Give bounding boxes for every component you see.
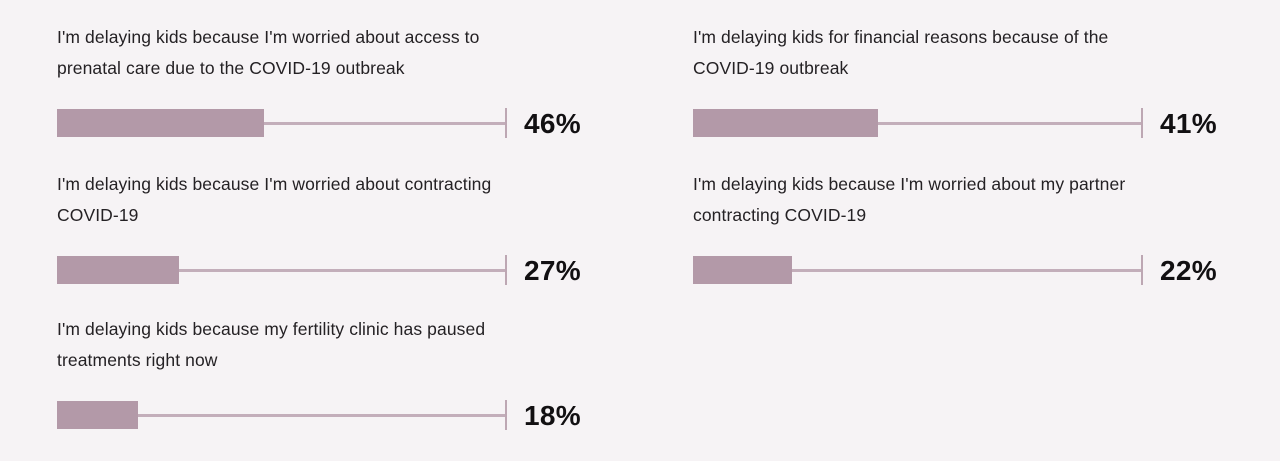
bar-value-label: 46% bbox=[524, 108, 581, 139]
axis-end-tick bbox=[505, 108, 507, 138]
bar-fill bbox=[693, 256, 792, 284]
bar-fill bbox=[57, 109, 264, 137]
axis-end-tick bbox=[505, 400, 507, 430]
bar-label: I'm delaying kids because my fertility c… bbox=[57, 319, 486, 370]
bar-track bbox=[693, 108, 1143, 138]
axis-end-tick bbox=[1141, 255, 1143, 285]
bar-track bbox=[57, 255, 507, 285]
bar-label: I'm delaying kids because I'm worried ab… bbox=[57, 27, 480, 78]
axis-end-tick bbox=[505, 255, 507, 285]
bar-item-financial-reasons: I'm delaying kids for financial reasons … bbox=[693, 22, 1273, 139]
bar-fill bbox=[693, 109, 878, 137]
bar-value-label: 27% bbox=[524, 255, 581, 286]
bar-row: 18% bbox=[57, 399, 637, 431]
bar-label: I'm delaying kids because I'm worried ab… bbox=[693, 174, 1126, 225]
bar-row: 22% bbox=[693, 254, 1273, 286]
bar-fill bbox=[57, 256, 179, 284]
bar-value-label: 41% bbox=[1160, 108, 1217, 139]
axis-rule-line bbox=[693, 268, 1143, 272]
bar-row: 46% bbox=[57, 107, 637, 139]
axis-rule-line bbox=[693, 121, 1143, 125]
bar-label: I'm delaying kids for financial reasons … bbox=[693, 27, 1109, 78]
axis-rule-line bbox=[57, 413, 507, 417]
bar-row: 27% bbox=[57, 254, 637, 286]
axis-rule-line bbox=[57, 121, 507, 125]
axis-end-tick bbox=[1141, 108, 1143, 138]
bar-item-partner-contracting: I'm delaying kids because I'm worried ab… bbox=[693, 169, 1273, 286]
bar-track bbox=[57, 108, 507, 138]
bar-item-fertility-clinic: I'm delaying kids because my fertility c… bbox=[57, 314, 637, 431]
bar-row: 41% bbox=[693, 107, 1273, 139]
bar-item-prenatal-care: I'm delaying kids because I'm worried ab… bbox=[57, 22, 637, 139]
bar-value-label: 22% bbox=[1160, 255, 1217, 286]
bar-item-contracting-covid: I'm delaying kids because I'm worried ab… bbox=[57, 169, 637, 286]
bar-value-label: 18% bbox=[524, 400, 581, 431]
bar-track bbox=[57, 400, 507, 430]
axis-rule-line bbox=[57, 268, 507, 272]
bar-label: I'm delaying kids because I'm worried ab… bbox=[57, 174, 492, 225]
bar-track bbox=[693, 255, 1143, 285]
bar-fill bbox=[57, 401, 138, 429]
